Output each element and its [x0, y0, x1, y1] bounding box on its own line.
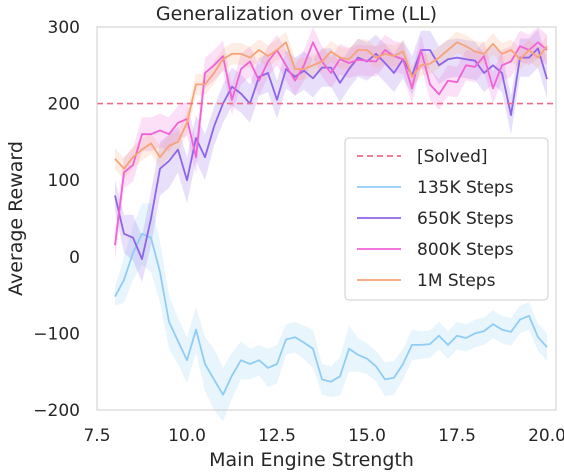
x-tick-label: 7.5 [83, 426, 110, 446]
y-tick-label: 300 [48, 18, 80, 38]
x-tick-label: 15.0 [348, 426, 386, 446]
x-tick-label: 12.5 [258, 426, 296, 446]
legend-label: 650K Steps [417, 209, 514, 229]
y-tick-label: 0 [69, 248, 80, 268]
y-tick-labels: −200 −100 0 100 200 300 [33, 18, 80, 421]
x-tick-label: 20.0 [528, 426, 564, 446]
y-axis-title: Average Reward [5, 141, 27, 296]
legend-label: 1M Steps [417, 271, 496, 291]
y-tick-label: 200 [48, 95, 80, 115]
band-series-1 [115, 29, 547, 283]
legend-label: 800K Steps [417, 240, 514, 260]
band-series-0 [115, 203, 547, 422]
line-series-0 [114, 232, 548, 396]
y-tick-label: 100 [48, 171, 80, 191]
x-tick-labels: 7.5 10.0 12.5 15.0 17.5 20.0 [83, 426, 564, 446]
legend: [Solved] 135K Steps 650K Steps 800K Steps 1M… [344, 137, 549, 301]
y-tick-label: −100 [33, 324, 80, 344]
plot-frame [96, 26, 557, 411]
legend-label: 135K Steps [417, 178, 514, 198]
legend-label: [Solved] [417, 147, 488, 167]
band-series-3 [115, 31, 547, 180]
band-series-2 [115, 27, 547, 261]
x-tick-label: 10.0 [168, 426, 206, 446]
y-tick-label: −200 [33, 401, 80, 421]
series-lines [114, 41, 548, 396]
x-tick-label: 17.5 [438, 426, 476, 446]
confidence-bands [115, 27, 547, 422]
chart-title: Generalization over Time (LL) [156, 3, 437, 25]
line-series-1 [114, 47, 548, 261]
legend-box [344, 137, 549, 301]
x-axis-title: Main Engine Strength [209, 449, 414, 471]
line-series-3 [114, 41, 548, 170]
